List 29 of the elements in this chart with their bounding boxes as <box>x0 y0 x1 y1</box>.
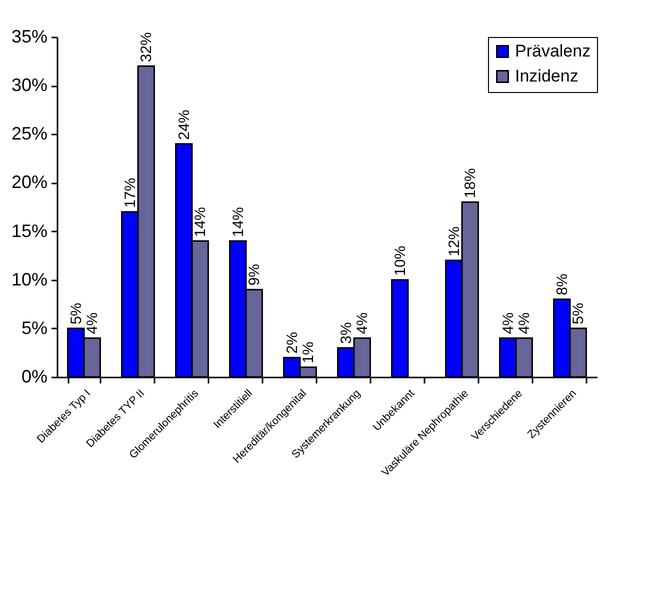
data-label: 10% <box>392 246 409 276</box>
data-label: 17% <box>122 178 139 208</box>
data-label: 4% <box>500 312 517 334</box>
data-label: 3% <box>338 322 355 344</box>
data-label: 4% <box>354 312 372 334</box>
legend-label: Inzidenz <box>515 66 578 86</box>
data-label: 14% <box>230 206 247 237</box>
data-label: 1% <box>300 342 318 364</box>
data-label: 2% <box>284 332 301 354</box>
data-label: 5% <box>68 302 85 324</box>
y-tick-label: 10% <box>11 269 48 290</box>
y-tick-label: 35% <box>11 26 48 46</box>
data-label: 24% <box>176 110 193 140</box>
data-label: 32% <box>138 32 156 62</box>
data-label: 8% <box>554 274 571 296</box>
y-tick-label: 30% <box>11 75 48 96</box>
data-label: 18% <box>462 168 480 198</box>
y-tick-label: 0% <box>21 366 48 386</box>
y-tick-label: 25% <box>11 124 48 144</box>
legend-label: Prävalenz <box>515 42 591 60</box>
y-tick-label: 20% <box>11 172 48 192</box>
data-label: 5% <box>570 302 588 324</box>
y-tick-label: 15% <box>11 220 48 241</box>
y-tick-label: 5% <box>21 318 48 338</box>
data-label: 4% <box>516 312 534 334</box>
data-label: 12% <box>446 226 463 256</box>
data-label: 4% <box>84 312 102 334</box>
data-label: 14% <box>192 206 210 237</box>
data-label: 9% <box>246 264 264 286</box>
